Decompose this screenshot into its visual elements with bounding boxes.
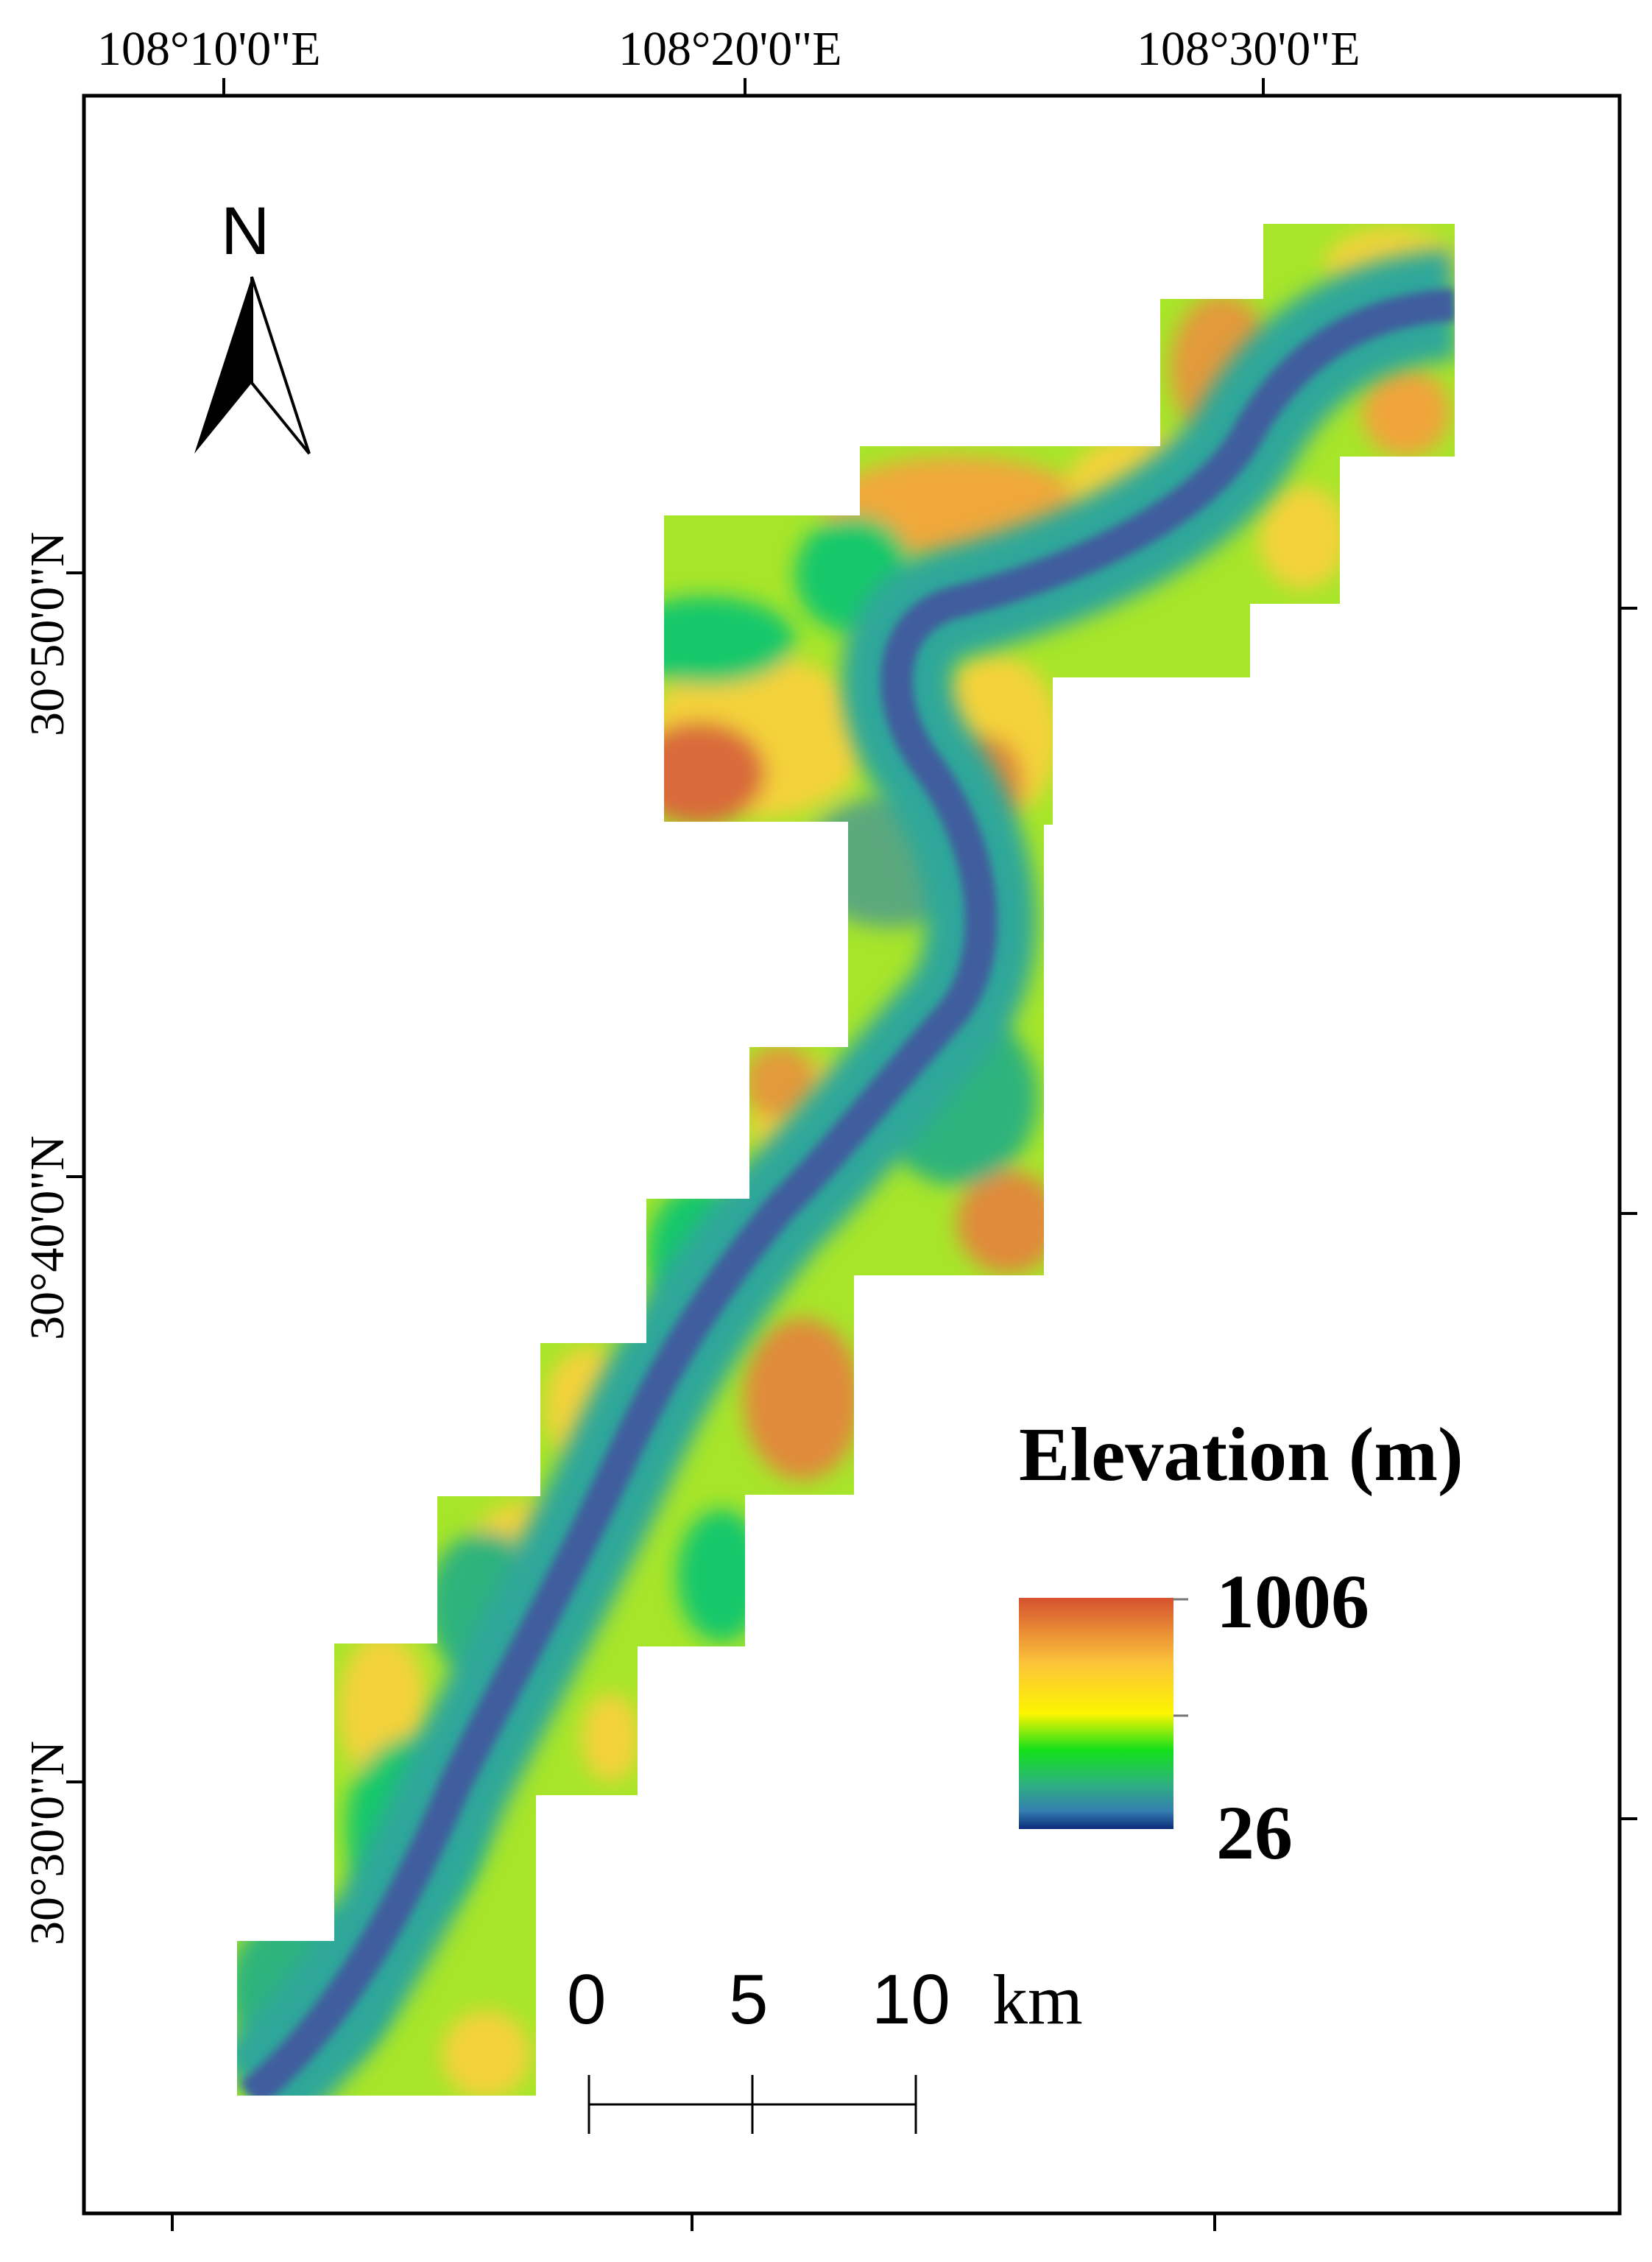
latitude-label: 30°30'0"N (21, 1741, 74, 1945)
latitude-label: 30°50'0"N (21, 532, 74, 736)
scale-unit-label: km (992, 1960, 1083, 2039)
longitude-label: 108°30'0"E (1137, 22, 1360, 76)
tick-marks (66, 78, 1637, 2231)
scale-label: 10 (872, 1960, 950, 2039)
legend-color-bar (1019, 1598, 1173, 1829)
north-arrow-icon (194, 276, 311, 455)
scale-label: 0 (567, 1960, 607, 2039)
legend-title: Elevation (m) (1019, 1412, 1464, 1497)
latitude-label: 30°40'0"N (21, 1135, 74, 1340)
legend-min-label: 26 (1216, 1791, 1293, 1875)
map-border (82, 94, 1622, 2216)
scale-bar (587, 2075, 917, 2134)
legend-ticks (1173, 1598, 1188, 1717)
scale-label: 5 (729, 1960, 769, 2039)
longitude-label: 108°10'0"E (97, 22, 321, 76)
longitude-label: 108°20'0"E (618, 22, 842, 76)
north-label: N (221, 194, 270, 269)
legend-max-label: 1006 (1216, 1560, 1369, 1644)
